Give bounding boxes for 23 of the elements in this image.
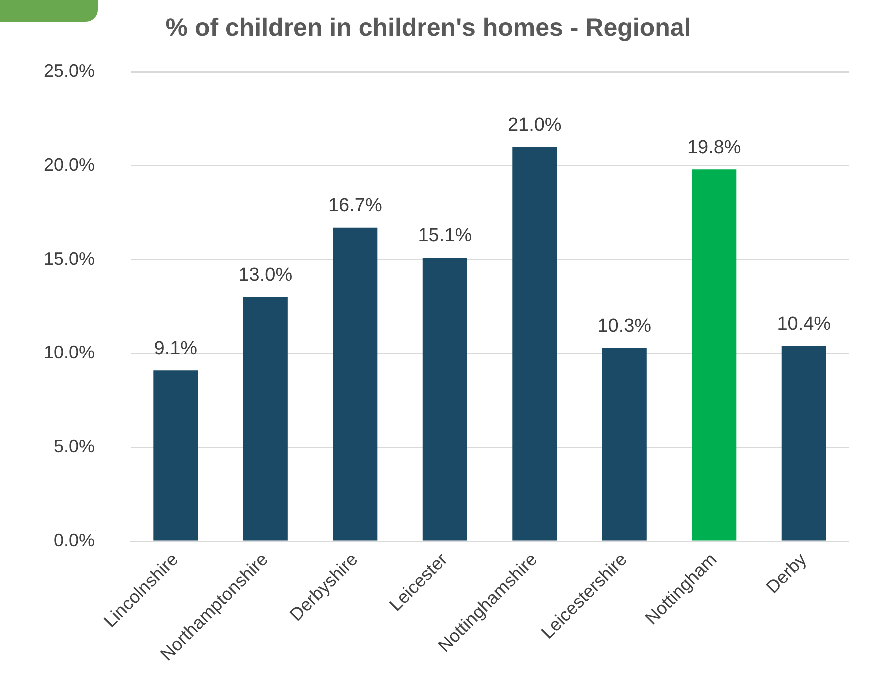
data-label: 21.0% bbox=[508, 114, 562, 136]
bar bbox=[422, 258, 468, 541]
y-tick-label: 0.0% bbox=[54, 530, 96, 551]
y-tick-label: 5.0% bbox=[54, 436, 96, 457]
data-label: 19.8% bbox=[687, 137, 742, 158]
y-tick-label: 25.0% bbox=[44, 60, 96, 81]
data-label: 15.1% bbox=[418, 226, 472, 247]
data-label: 13.0% bbox=[238, 265, 293, 286]
bar bbox=[692, 170, 737, 541]
data-label: 16.7% bbox=[328, 196, 382, 217]
y-tick-label: 20.0% bbox=[44, 154, 96, 175]
bar bbox=[512, 147, 558, 541]
data-label: 9.1% bbox=[154, 338, 198, 360]
bar bbox=[154, 370, 198, 541]
y-tick-label: 15.0% bbox=[44, 248, 96, 269]
bar bbox=[782, 346, 826, 541]
bar bbox=[333, 228, 378, 541]
data-label: 10.3% bbox=[598, 316, 652, 337]
bar bbox=[243, 297, 288, 541]
chart-title: % of children in children's homes - Regional bbox=[166, 14, 692, 42]
data-label: 10.4% bbox=[777, 314, 832, 335]
y-tick-label: 10.0% bbox=[44, 342, 96, 363]
bar bbox=[602, 348, 647, 541]
